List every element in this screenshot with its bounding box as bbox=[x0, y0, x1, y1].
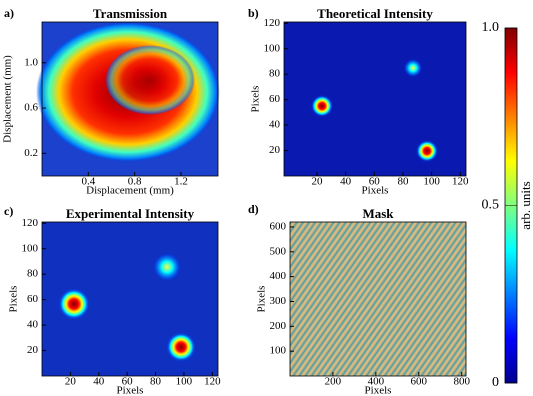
heatmap-b bbox=[284, 22, 466, 176]
y-tick-label: 60 bbox=[269, 93, 281, 105]
x-tick-label: 1.2 bbox=[174, 176, 188, 188]
heatmap-c bbox=[42, 222, 218, 376]
y-tick-label: 80 bbox=[27, 268, 39, 280]
colorbar-tick-label: 1.0 bbox=[482, 20, 500, 35]
x-tick-label: 60 bbox=[369, 176, 381, 188]
y-tick-label: 120 bbox=[264, 17, 281, 29]
y-axis-label: Displacement (mm) bbox=[2, 55, 14, 143]
heatmap-d bbox=[290, 222, 466, 376]
x-tick-label: 60 bbox=[122, 376, 134, 388]
y-tick-label: 40 bbox=[269, 119, 281, 131]
panel-title: Transmission bbox=[93, 6, 168, 21]
colorbar-tick-label: 0.5 bbox=[482, 198, 500, 213]
y-tick-label: 1.0 bbox=[24, 56, 38, 68]
y-axis-label: Pixels bbox=[8, 286, 20, 313]
y-tick-label: 400 bbox=[270, 270, 287, 282]
panel-label: c) bbox=[4, 204, 13, 218]
y-tick-label: 200 bbox=[270, 320, 287, 332]
y-tick-label: 600 bbox=[270, 220, 287, 232]
x-tick-label: 20 bbox=[311, 176, 323, 188]
x-tick-label: 100 bbox=[423, 176, 440, 188]
x-tick-label: 0.4 bbox=[81, 176, 95, 188]
panel-title: Experimental Intensity bbox=[66, 206, 195, 221]
y-tick-label: 20 bbox=[27, 344, 39, 356]
colorbar-tick-label: 0 bbox=[492, 375, 499, 390]
x-tick-label: 600 bbox=[411, 376, 428, 388]
colorbar-label: arb. units bbox=[518, 181, 533, 229]
panel-label: a) bbox=[4, 6, 14, 20]
panel-title: Mask bbox=[362, 206, 394, 221]
figure: a)TransmissionDisplacement (mm)Displacem… bbox=[0, 0, 533, 396]
y-tick-label: 100 bbox=[264, 42, 281, 54]
y-tick-label: 80 bbox=[269, 68, 281, 80]
x-tick-label: 40 bbox=[340, 176, 352, 188]
y-axis-label: Pixels bbox=[256, 286, 268, 313]
x-tick-label: 200 bbox=[325, 376, 342, 388]
panel-title: Theoretical Intensity bbox=[317, 6, 433, 21]
y-tick-label: 500 bbox=[270, 245, 287, 257]
panel-label: b) bbox=[248, 6, 259, 20]
x-tick-label: 800 bbox=[453, 376, 470, 388]
y-tick-label: 20 bbox=[269, 144, 281, 156]
heatmap-a bbox=[36, 22, 220, 176]
y-tick-label: 0.2 bbox=[24, 147, 38, 159]
x-tick-label: 400 bbox=[368, 376, 385, 388]
x-tick-label: 20 bbox=[65, 376, 77, 388]
x-tick-label: 120 bbox=[452, 176, 469, 188]
x-tick-label: 80 bbox=[397, 176, 409, 188]
x-tick-label: 100 bbox=[176, 376, 193, 388]
y-tick-label: 120 bbox=[22, 217, 39, 229]
y-tick-label: 0.6 bbox=[24, 102, 38, 114]
y-tick-label: 300 bbox=[270, 295, 287, 307]
y-axis-label: Pixels bbox=[250, 86, 262, 113]
panel-label: d) bbox=[248, 202, 259, 216]
x-tick-label: 120 bbox=[204, 376, 221, 388]
y-tick-label: 40 bbox=[27, 319, 39, 331]
x-tick-label: 80 bbox=[150, 376, 162, 388]
y-tick-label: 100 bbox=[270, 345, 287, 357]
x-tick-label: 40 bbox=[93, 376, 105, 388]
y-tick-label: 100 bbox=[22, 242, 39, 254]
x-tick-label: 0.8 bbox=[128, 176, 142, 188]
y-tick-label: 60 bbox=[27, 293, 39, 305]
